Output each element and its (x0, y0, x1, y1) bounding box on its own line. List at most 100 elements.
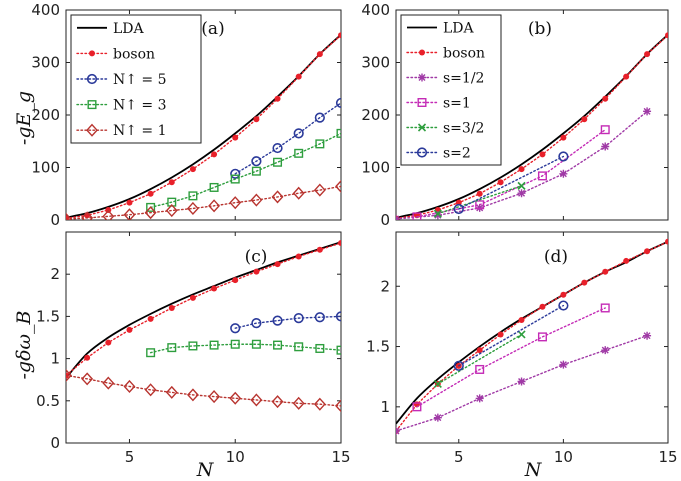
data-point (293, 128, 304, 139)
legend-item: LDA (77, 21, 145, 37)
data-point (230, 174, 240, 184)
plot-area (396, 32, 668, 220)
legend-marker (417, 97, 427, 107)
data-point (623, 73, 630, 80)
data-point (453, 203, 464, 215)
data-point (396, 426, 400, 435)
legend-label: N↑ = 1 (113, 123, 167, 139)
data-point (253, 116, 260, 123)
data-point (335, 179, 341, 193)
series-s-2 (453, 151, 569, 215)
legend-marker (417, 123, 427, 132)
data-point (558, 300, 569, 311)
data-point (600, 125, 610, 135)
data-point (537, 332, 547, 342)
legend-item: boson (76, 46, 155, 62)
data-point (165, 385, 178, 399)
x-tick-label: 15 (658, 448, 677, 466)
data-point (230, 168, 241, 179)
series-s-3-2 (433, 181, 526, 218)
data-point (643, 331, 652, 340)
data-point (250, 393, 263, 407)
data-point (453, 360, 464, 371)
data-point (559, 169, 568, 178)
data-point (602, 268, 609, 275)
data-point (518, 317, 525, 324)
data-point (167, 343, 177, 353)
y-tick-label: 1.5 (366, 338, 390, 356)
data-point (560, 291, 567, 298)
data-point (581, 279, 588, 286)
series-lda (66, 241, 341, 379)
panel-label: (b) (528, 19, 552, 39)
data-point (272, 315, 283, 326)
series-line (66, 34, 341, 220)
data-point (338, 239, 341, 246)
y-tick-label: 2 (50, 265, 60, 283)
data-point (250, 193, 263, 207)
panel-b: 0 100 200 300 400 (b) LDA boson s=1/2 s=1 s=3/2 s=2 (361, 1, 669, 229)
series-n-1 (66, 368, 341, 413)
data-point (433, 413, 442, 422)
data-point (600, 303, 610, 313)
series-line (234, 315, 341, 329)
series-line (66, 242, 341, 377)
series-boson (66, 239, 341, 379)
series-boson (396, 238, 668, 434)
data-point (146, 202, 156, 212)
data-point (517, 189, 526, 198)
data-point (188, 191, 198, 201)
legend-label: s=1 (443, 96, 471, 112)
data-point (232, 277, 239, 284)
data-point (211, 151, 218, 158)
data-point (274, 261, 281, 268)
y-tick-label: 2 (380, 277, 390, 295)
data-point (102, 209, 115, 220)
data-point (209, 340, 219, 350)
legend-marker (419, 49, 425, 56)
data-point (315, 343, 325, 353)
data-point (517, 181, 526, 190)
y-tick-label: 0 (50, 434, 60, 452)
series-n-3 (146, 339, 341, 358)
legend-marker (86, 123, 98, 137)
data-point (316, 51, 323, 58)
data-point (188, 341, 198, 351)
data-point (476, 190, 483, 197)
series-line (234, 102, 341, 175)
data-point (316, 246, 323, 253)
data-point (273, 340, 283, 350)
series-n-5 (230, 311, 341, 334)
series-s-1 (412, 303, 610, 412)
y-tick-label: 200 (361, 106, 390, 124)
y-tick-label: 0.5 (36, 392, 60, 410)
data-point (335, 399, 341, 413)
data-point (314, 112, 325, 123)
series-s-2 (453, 300, 569, 371)
data-point (294, 148, 304, 158)
legend-box (400, 14, 502, 166)
data-point (168, 304, 175, 311)
x-tick-label: 5 (454, 448, 464, 466)
legend-marker (416, 147, 428, 158)
legend-label: N↑ = 3 (113, 98, 167, 114)
panel-c: 5 10 15 0 0.5 1 1.5 2 (c) (36, 231, 351, 466)
legend-item: s=1/2 (406, 71, 484, 87)
series-line (416, 129, 606, 218)
data-point (497, 331, 504, 338)
series-line (149, 132, 341, 209)
legend-item: N↑ = 5 (76, 72, 167, 88)
y-tick-label: 0 (50, 211, 60, 229)
data-point (336, 345, 341, 355)
data-point (665, 32, 668, 39)
data-point (336, 128, 341, 138)
data-point (229, 196, 242, 210)
y-tick-label: 0 (380, 211, 390, 229)
panel-label: (d) (544, 247, 568, 267)
legend-item: s=3/2 (406, 121, 484, 137)
data-point (272, 142, 283, 154)
data-point (251, 166, 261, 176)
plot-area (66, 239, 341, 413)
data-point (146, 348, 156, 358)
